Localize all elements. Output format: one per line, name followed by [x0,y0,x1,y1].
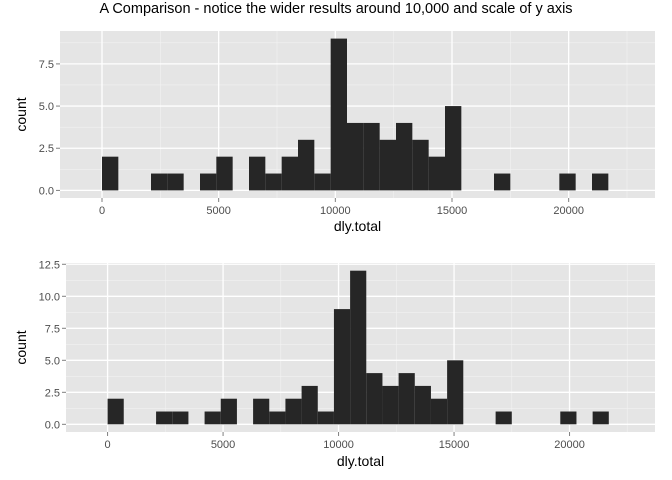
bottom-histogram-bar [333,309,351,425]
bottom-histogram-bar [172,411,189,425]
bottom-histogram-bar [107,398,124,425]
top-x-tick-label: 20000 [553,205,584,217]
bottom-histogram-bar [253,398,270,425]
top-histogram-bar [281,156,298,191]
top-histogram-bar [298,139,315,191]
bottom-histogram-bar [269,411,286,425]
bottom-histogram-bar [366,373,383,425]
top-histogram-bar [494,173,511,191]
top-histogram-bar [102,156,119,191]
bottom-x-axis-title: dly.total [337,453,384,469]
bottom-histogram-bar [317,411,334,425]
top-histogram-bar [412,139,429,191]
top-histogram-bar [330,38,347,191]
bottom-y-tick-label: 7.5 [45,323,60,335]
bottom-histogram-bar [204,411,221,425]
bottom-histogram-bar [156,411,173,425]
bottom-x-tick-label: 20000 [554,439,585,451]
top-histogram-bar [379,139,396,191]
bottom-x-tick-label: 5000 [211,439,235,451]
bottom-histogram-bar [592,411,609,425]
top-histogram-bar [200,173,217,191]
top-y-axis-title: count [13,97,29,131]
bottom-histogram-bar [285,398,302,425]
top-histogram-bar [559,173,576,191]
top-histogram-bar [265,173,282,191]
top-histogram-bar [216,156,233,191]
top-y-tick-label: 0.0 [39,185,54,197]
top-x-tick-label: 0 [99,205,105,217]
top-histogram-bar [445,106,462,191]
bottom-x-tick-label: 10000 [323,439,354,451]
top-histogram-bar [363,122,380,191]
bottom-y-tick-label: 10.0 [39,291,60,303]
top-histogram-bar [396,122,413,191]
bottom-histogram-bar [447,360,464,425]
bottom-histogram-bar [414,385,431,425]
bottom-histogram-bar [495,411,512,425]
bottom-y-tick-label: 5.0 [45,355,60,367]
bottom-histogram-bar [350,270,367,425]
bottom-histogram-bar [430,398,448,425]
top-x-tick-label: 15000 [437,205,468,217]
top-y-tick-label: 2.5 [39,143,54,155]
top-histogram-bar [428,156,445,191]
top-histogram-bar [314,173,331,191]
bottom-y-tick-label: 2.5 [45,387,60,399]
bottom-y-tick-label: 0.0 [45,419,60,431]
bottom-histogram-bar [220,398,237,425]
top-histogram-bar [151,173,168,191]
top-y-tick-label: 7.5 [39,59,54,71]
bottom-histogram-bar [382,385,399,425]
top-x-axis-title: dly.total [334,218,381,234]
bottom-histogram-bar [560,411,577,425]
top-histogram-bar [347,122,364,191]
bottom-histogram-bar [398,373,415,425]
top-x-tick-label: 5000 [206,205,230,217]
top-histogram-bar [592,173,609,191]
top-histogram-bar [249,156,266,191]
bottom-y-axis-title: count [13,330,29,364]
bottom-x-tick-label: 0 [105,439,111,451]
bottom-histogram-bar [301,385,318,425]
top-histogram-bar [167,173,184,191]
bottom-x-tick-label: 15000 [439,439,470,451]
bottom-y-tick-label: 12.5 [39,259,60,271]
top-y-tick-label: 5.0 [39,101,54,113]
page-title: A Comparison - notice the wider results … [99,1,573,17]
top-x-tick-label: 10000 [320,205,351,217]
